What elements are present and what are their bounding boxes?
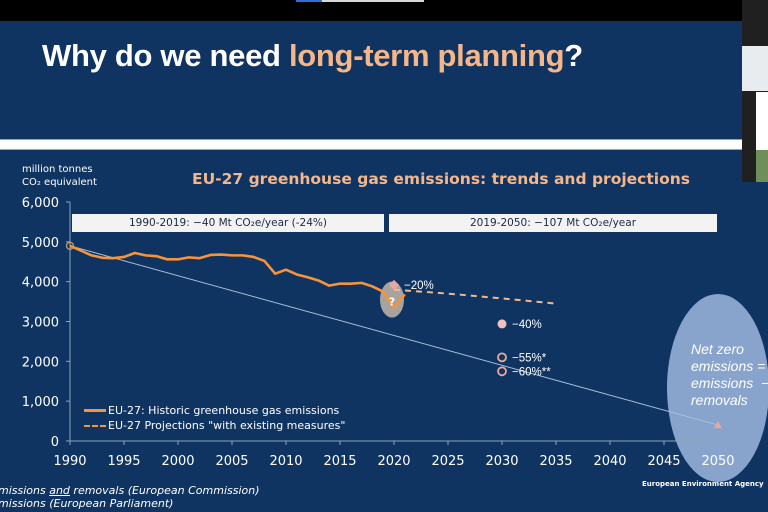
- target-marker-diamond: [389, 279, 399, 290]
- y-axis-label-line1: million tonnes: [22, 164, 93, 175]
- y-tick-label: 4,000: [22, 276, 59, 291]
- slide-divider: [0, 139, 742, 150]
- x-tick-label: 2050: [701, 454, 734, 469]
- y-tick-label: 3,000: [22, 316, 59, 331]
- chart-legend: EU-27: Historic greenhouse gas emissions…: [84, 403, 345, 433]
- x-tick-label: 2015: [323, 454, 356, 469]
- source-credit: European Environment Agency: [642, 480, 764, 488]
- y-tick-label: 6,000: [22, 196, 59, 211]
- target-label: −60%**: [512, 366, 551, 378]
- legend-swatch-solid: [84, 409, 106, 412]
- screen-share-top-bar: [0, 0, 768, 21]
- y-tick-label: 0: [51, 435, 59, 450]
- projection-wem-line: [393, 288, 557, 305]
- title-accent: long-term planning: [288, 38, 565, 73]
- legend-label-projection: EU-27 Projections "with existing measure…: [108, 419, 346, 432]
- x-tick-label: 2020: [377, 454, 410, 469]
- y-tick-label: 2,000: [22, 355, 59, 370]
- legend-item-projection: EU-27 Projections "with existing measure…: [84, 418, 345, 433]
- y-axis-label-line2: CO₂ equivalent: [22, 177, 97, 188]
- target-label: −40%: [512, 319, 542, 331]
- chart-title: EU-27 greenhouse gas emissions: trends a…: [192, 170, 690, 188]
- share-indicator: [296, 0, 322, 2]
- footnote-1-underlined: and: [49, 484, 70, 497]
- netzero-annotation: Net zero emissions = emissions − removal…: [691, 341, 768, 408]
- footnote-1-pre: missions: [0, 484, 50, 497]
- x-tick-label: 2005: [215, 454, 248, 469]
- period-band-2019-2050: 2019-2050: −107 Mt CO₂e/year: [389, 214, 717, 232]
- participant-video-strip[interactable]: [742, 0, 768, 182]
- y-axis-label: million tonnes CO₂ equivalent: [22, 163, 97, 189]
- x-tick-label: 2000: [161, 454, 194, 469]
- share-indicator-bar: [322, 0, 424, 2]
- trend-line: [69, 245, 719, 426]
- historic-emissions-line: [69, 244, 406, 309]
- netzero-ellipse: [667, 294, 768, 482]
- target-marker-ring: [497, 366, 507, 377]
- x-tick-label: 1995: [107, 454, 140, 469]
- legend-swatch-dashed: [84, 424, 106, 427]
- footnote-1: missions and removals (European Commissi…: [0, 484, 260, 497]
- x-tick-label: 2010: [269, 454, 302, 469]
- target-label: −55%*: [512, 352, 547, 364]
- x-tick-label: 1990: [53, 454, 86, 469]
- target-marker-ring: [497, 352, 507, 363]
- legend-label-historic: EU-27: Historic greenhouse gas emissions: [108, 404, 340, 417]
- target-marker-triangle: [714, 421, 722, 429]
- slide-title: Why do we need long-term planning?: [42, 38, 583, 74]
- y-tick-label: 1,000: [22, 395, 59, 410]
- footnote-1-post: removals (European Commission): [69, 484, 260, 497]
- x-tick-label: 2025: [431, 454, 464, 469]
- question-mark: ?: [389, 296, 395, 309]
- footnote-2: missions (European Parliament): [0, 497, 174, 510]
- participant-video-2-background: [756, 150, 768, 182]
- base-year-marker: [65, 241, 75, 250]
- participant-video-1[interactable]: [742, 46, 768, 91]
- x-tick-label: 2040: [593, 454, 626, 469]
- x-tick-label: 2035: [539, 454, 572, 469]
- y-tick-label: 5,000: [22, 236, 59, 251]
- footnotes: missions and removals (European Commissi…: [0, 484, 260, 510]
- legend-item-historic: EU-27: Historic greenhouse gas emissions: [84, 403, 345, 418]
- target-label: −20%: [404, 280, 434, 292]
- period-band-1990-2019: 1990-2019: −40 Mt CO₂e/year (-24%): [72, 214, 384, 232]
- x-tick-label: 2045: [647, 454, 680, 469]
- title-plain: Why do we need: [42, 38, 289, 73]
- title-end: ?: [564, 38, 583, 73]
- target-marker-dot: [497, 319, 507, 329]
- x-tick-label: 2030: [485, 454, 518, 469]
